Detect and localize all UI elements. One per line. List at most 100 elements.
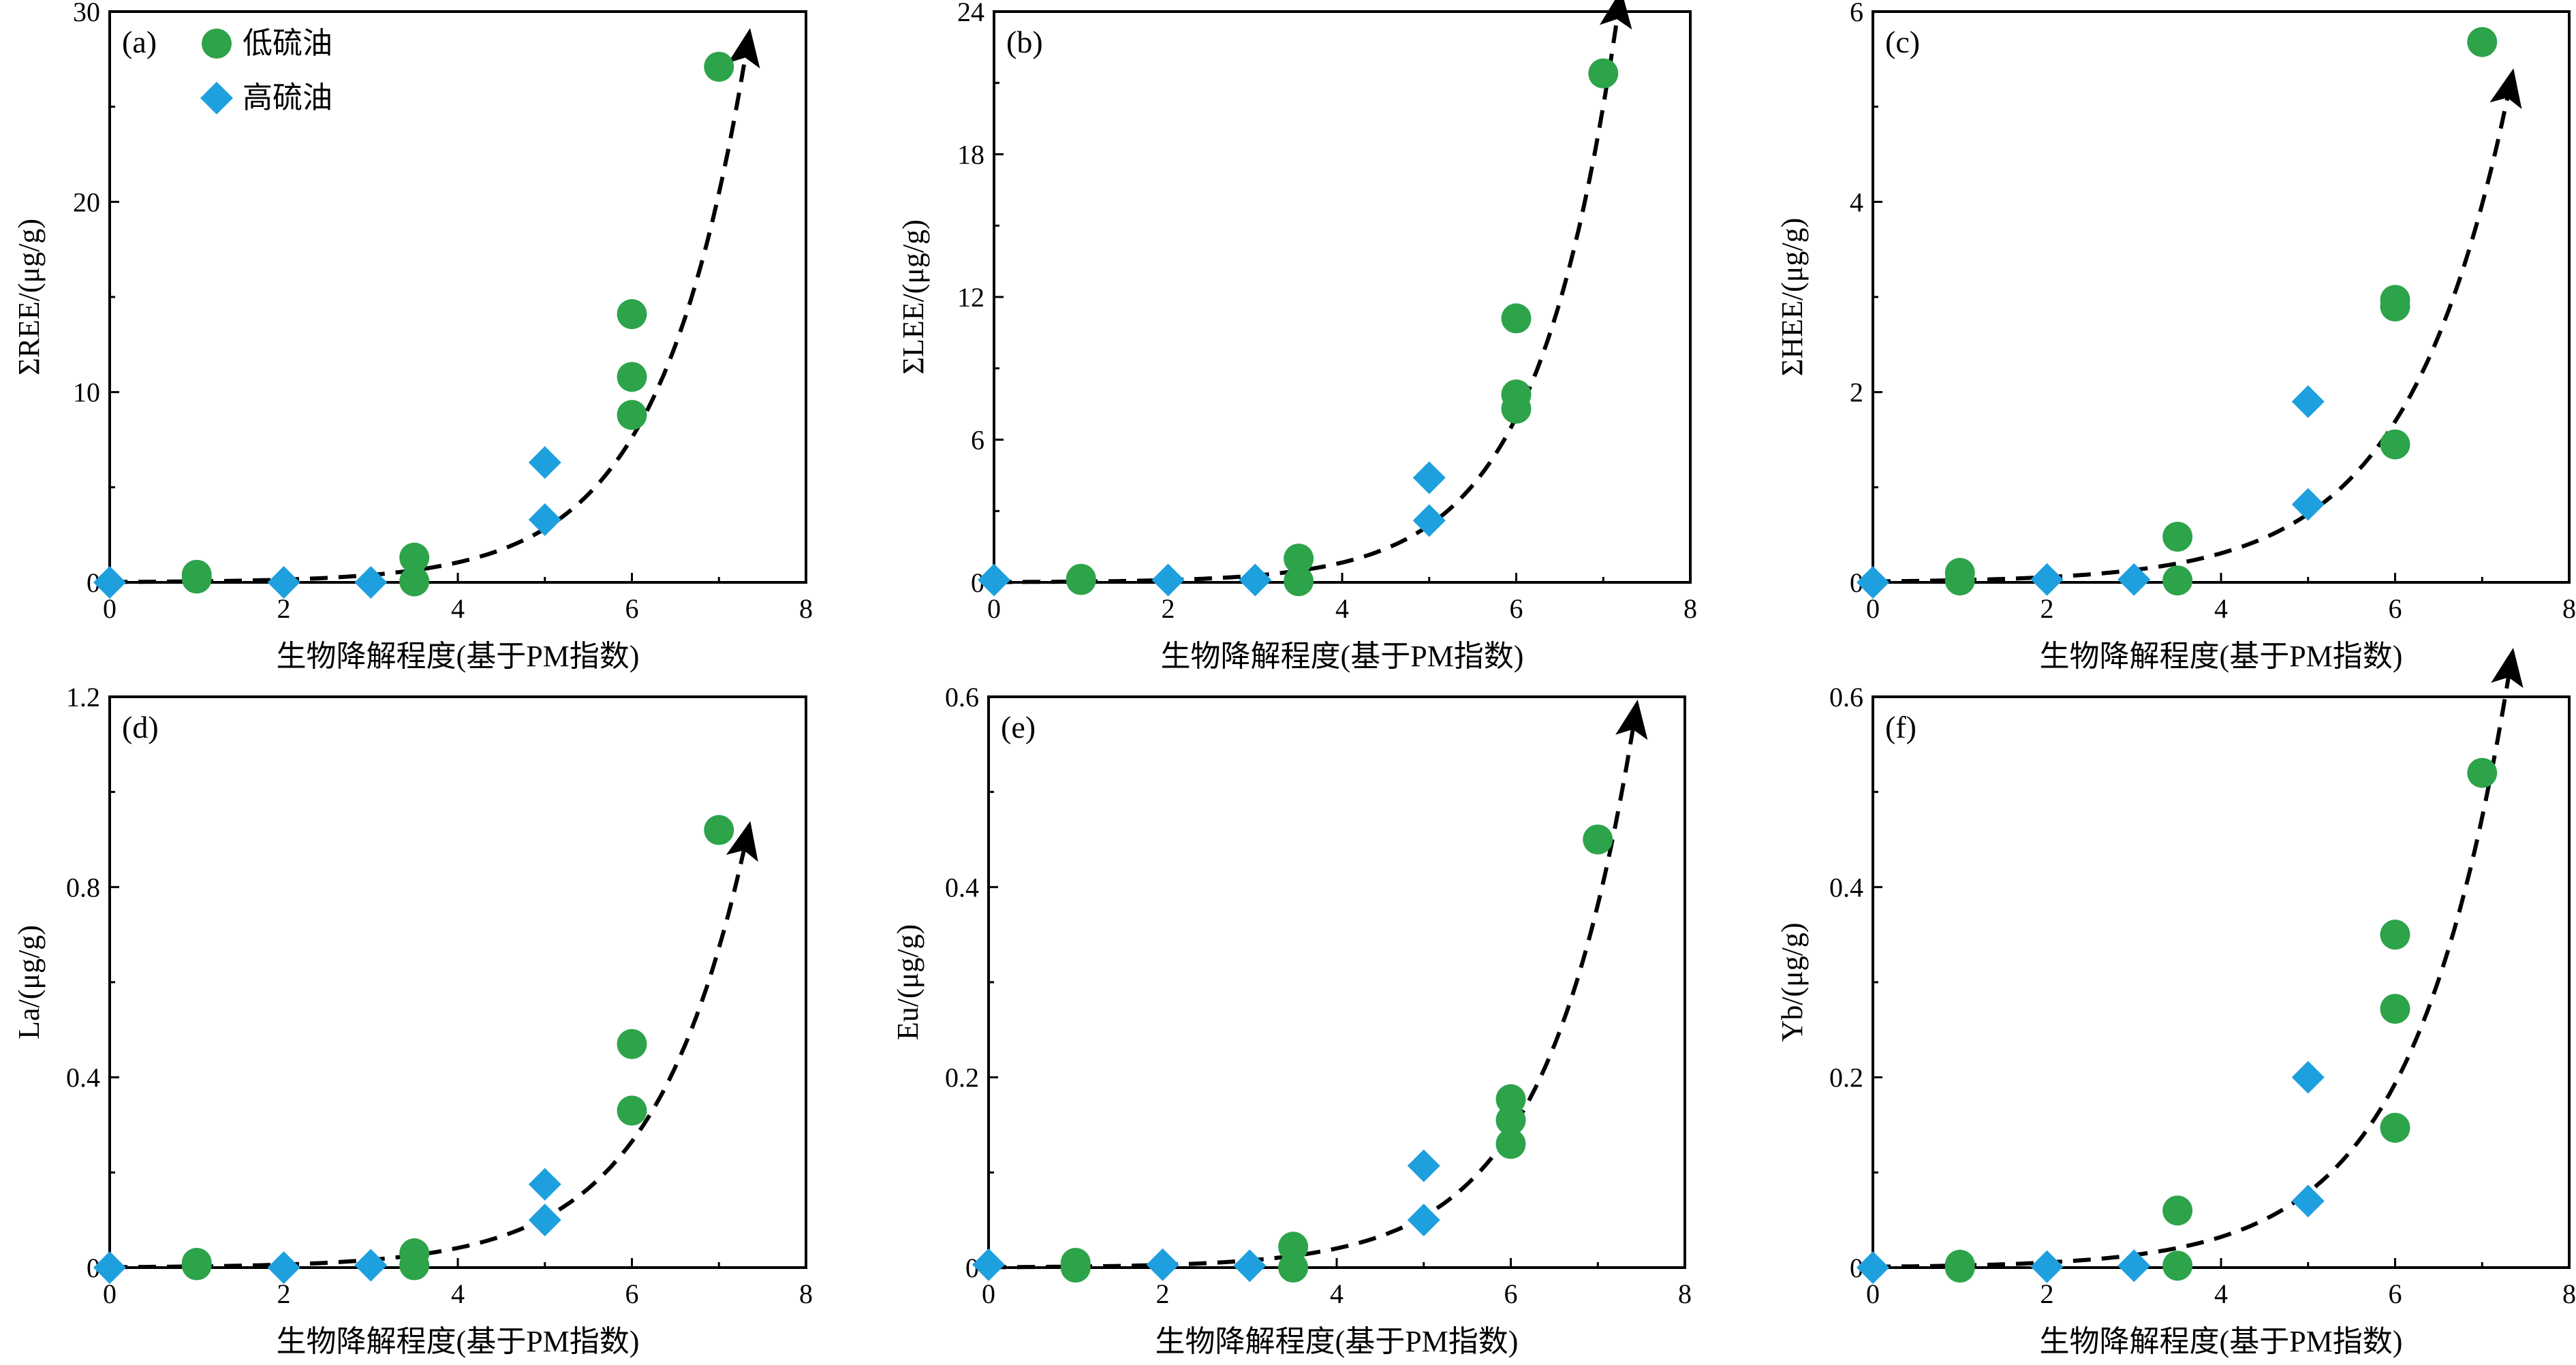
x-tick-label: 0 [1866,1278,1880,1309]
x-tick-label: 8 [2562,1278,2576,1309]
high-sulfur-point [1412,504,1446,537]
legend-high-sulfur-marker [200,82,233,114]
y-axis-label: ΣREE/(μg/g) [12,219,46,375]
low-sulfur-point [1060,1253,1091,1283]
high-sulfur-point [1146,1248,1179,1281]
high-sulfur-point [1407,1149,1440,1182]
low-sulfur-point [2380,994,2410,1024]
y-tick-label: 0 [87,567,100,598]
high-sulfur-point [2291,1184,2325,1218]
y-tick-label: 20 [73,187,100,217]
x-tick-label: 4 [451,1278,465,1309]
high-sulfur-point [93,566,126,599]
low-sulfur-point [2467,27,2498,57]
legend-low-sulfur-label: 低硫油 [243,27,332,60]
low-sulfur-point [1501,394,1532,424]
trend-curve [989,700,1648,1270]
plot-frame [108,695,807,1269]
y-tick-label: 30 [73,0,100,27]
x-tick-label: 2 [277,593,291,624]
high-sulfur-point [2291,1061,2325,1094]
high-sulfur-point [528,1204,561,1237]
y-tick-label: 0.4 [66,1063,100,1093]
y-axis-label: ΣHEE/(μg/g) [1775,218,1809,376]
high-sulfur-point [2117,563,2151,596]
x-axis-label: 生物降解程度(基于PM指数) [277,640,640,673]
y-tick-label: 0 [1850,567,1863,598]
x-tick-label: 0 [1866,593,1880,624]
trend-curve [994,0,1632,584]
low-sulfur-point [1066,565,1096,595]
high-sulfur-point [1412,461,1446,495]
x-axis-label: 生物降解程度(基于PM指数) [2040,640,2403,673]
x-tick-label: 8 [799,1278,813,1309]
x-tick-label: 2 [2040,593,2054,624]
low-sulfur-point [399,1250,430,1281]
y-tick-label: 0 [87,1253,100,1283]
x-tick-label: 6 [2389,1278,2402,1309]
low-sulfur-point [617,1029,647,1059]
x-axis-label: 生物降解程度(基于PM指数) [2040,1325,2403,1358]
panel-label: (f) [1885,710,1917,744]
x-tick-label: 0 [987,593,1001,624]
x-axis-label: 生物降解程度(基于PM指数) [1155,1325,1519,1358]
x-tick-label: 8 [1683,593,1697,624]
x-tick-label: 4 [2214,593,2228,624]
x-axis-label: 生物降解程度(基于PM指数) [277,1325,640,1358]
low-sulfur-point [1284,566,1314,597]
x-tick-label: 2 [1156,1278,1170,1309]
x-tick-label: 4 [451,593,465,624]
x-tick-label: 2 [1162,593,1175,624]
y-tick-label: 12 [957,282,984,313]
low-sulfur-point [1583,824,1613,855]
high-sulfur-point [1151,563,1185,597]
low-sulfur-point [181,1250,212,1281]
chart-panel-c: 0 2 4 6 8 0 2 4 6 生物降解程度(基于PM指数) ΣHEE/(μg/g) (c) [1775,0,2576,673]
x-tick-label: 6 [625,593,639,624]
x-tick-label: 8 [2562,593,2576,624]
high-sulfur-point [2030,563,2064,596]
low-sulfur-point [1944,1253,1975,1283]
high-sulfur-point [2291,385,2325,418]
y-tick-label: 0.2 [945,1063,979,1093]
x-tick-label: 4 [2214,1278,2228,1309]
panel-label: (d) [122,710,159,744]
y-tick-label: 0.8 [66,872,100,903]
x-tick-label: 4 [1335,593,1349,624]
x-tick-label: 0 [103,1278,117,1309]
low-sulfur-point [2467,757,2498,788]
low-sulfur-point [1501,303,1532,334]
low-sulfur-point [1284,544,1314,574]
low-sulfur-point [2380,291,2410,321]
y-tick-label: 4 [1850,187,1863,217]
low-sulfur-point [2162,521,2193,552]
high-sulfur-point [528,1167,561,1201]
x-tick-label: 6 [625,1278,639,1309]
y-tick-label: 2 [1850,377,1863,408]
low-sulfur-point [704,52,734,82]
x-tick-label: 6 [2389,593,2402,624]
high-sulfur-point [978,563,1010,597]
high-sulfur-point [972,1248,1005,1281]
low-sulfur-point [1588,58,1619,89]
y-tick-label: 0.6 [945,682,979,712]
low-sulfur-point [1278,1231,1309,1262]
low-sulfur-point [2162,565,2193,596]
y-tick-label: 0 [965,1253,979,1283]
y-tick-label: 1.2 [66,682,100,712]
x-tick-label: 8 [799,593,813,624]
x-tick-label: 2 [2040,1278,2054,1309]
x-tick-label: 2 [277,1278,291,1309]
high-sulfur-point [2030,1250,2064,1283]
y-tick-label: 0 [971,567,984,598]
y-axis-label: Yb/(μg/g) [1775,922,1809,1041]
panel-label: (a) [122,25,157,59]
plot-frame [1872,10,2571,584]
low-sulfur-point [617,400,647,430]
chart-panel-f: 0 2 4 6 8 0 0.2 0.4 0.6 生物降解程度(基于PM指数) Yb/(μg/g) (f… [1775,647,2576,1358]
low-sulfur-point [1944,565,1975,596]
low-sulfur-point [617,299,647,330]
y-axis-label: Eu/(μg/g) [891,924,925,1040]
chart-panel-e: 0 2 4 6 8 0 0.2 0.4 0.6 生物降解程度(基于PM指数) Eu/(μg/g) (e… [891,682,1692,1358]
